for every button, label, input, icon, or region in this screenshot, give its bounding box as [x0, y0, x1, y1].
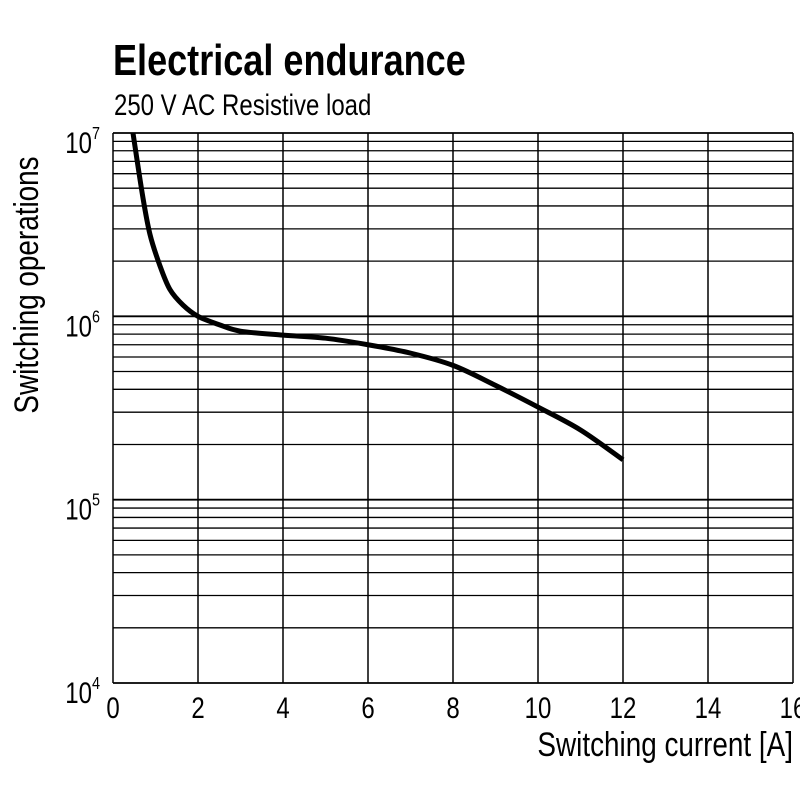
- x-tick-label: 8: [446, 690, 459, 724]
- grid: [112, 132, 794, 684]
- y-tick-label: 105: [65, 490, 100, 526]
- x-tick-label: 14: [695, 690, 722, 724]
- y-tick-label: 107: [65, 124, 100, 160]
- x-tick-label: 6: [361, 690, 374, 724]
- x-tick-label: 12: [610, 690, 637, 724]
- x-tick-labels: 0 2 4 6 8 10 12 14 16: [106, 690, 800, 724]
- x-tick-label: 0: [106, 690, 119, 724]
- y-tick-base: 10: [65, 492, 92, 526]
- y-tick-exponent: 7: [92, 124, 100, 144]
- y-tick-exponent: 6: [92, 307, 100, 327]
- y-tick-base: 10: [65, 675, 92, 709]
- y-tick-label: 106: [65, 307, 100, 343]
- chart-title: Electrical endurance: [113, 36, 466, 85]
- y-axis-label: Switching operations: [7, 156, 45, 413]
- y-tick-exponent: 4: [92, 674, 100, 694]
- x-tick-label: 4: [276, 690, 289, 724]
- x-axis-label: Switching current [A]: [537, 725, 793, 763]
- x-tick-label: 2: [191, 690, 204, 724]
- y-tick-label: 104: [65, 674, 100, 710]
- y-tick-base: 10: [65, 125, 92, 159]
- endurance-curve: [130, 132, 625, 462]
- x-tick-label: 16: [780, 690, 800, 724]
- y-tick-base: 10: [65, 309, 92, 343]
- chart-subtitle: 250 V AC Resistive load: [114, 87, 371, 121]
- y-tick-exponent: 5: [92, 490, 100, 510]
- x-tick-label: 10: [525, 690, 552, 724]
